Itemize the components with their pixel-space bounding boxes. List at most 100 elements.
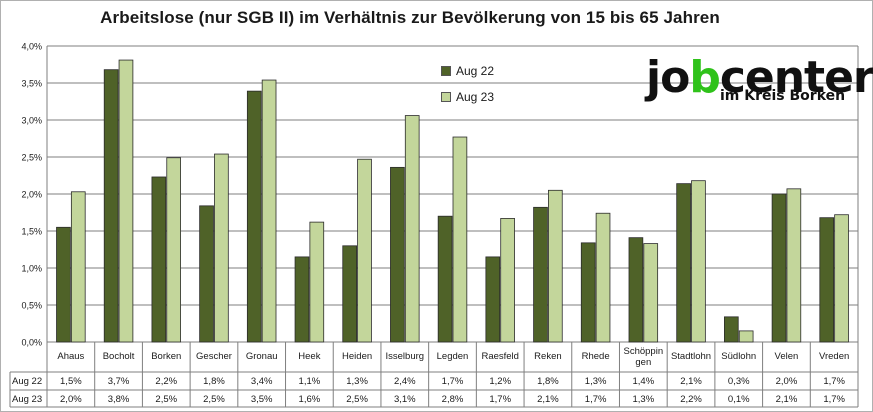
table-value: 1,7% bbox=[823, 394, 845, 405]
x-tick-label: Raesfeld bbox=[481, 351, 519, 362]
x-tick-label: gen bbox=[635, 357, 651, 368]
table-value: 3,5% bbox=[251, 394, 273, 405]
table-value: 2,2% bbox=[680, 394, 702, 405]
bar-aug-22-11 bbox=[533, 206, 548, 343]
table-series-label: Aug 23 bbox=[12, 394, 42, 405]
jobcenter-logo: jobcenter im Kreis Borken bbox=[646, 52, 873, 110]
logo-part-accent: b bbox=[689, 52, 720, 103]
bar-aug-22-2 bbox=[103, 69, 119, 343]
bar-aug-23-10 bbox=[500, 218, 515, 343]
y-tick-label: 2,5% bbox=[21, 153, 42, 163]
bar-aug-22-3 bbox=[151, 176, 167, 343]
table-value: 2,8% bbox=[442, 394, 464, 405]
x-tick-label: Velen bbox=[775, 351, 799, 362]
bar-aug-23-8 bbox=[404, 115, 420, 343]
bar-aug-23-17 bbox=[834, 214, 849, 343]
logo-part-1: jo bbox=[646, 52, 690, 103]
bar-aug-23-6 bbox=[309, 221, 325, 343]
bar-aug-22-16 bbox=[771, 193, 787, 343]
bar-aug-23-16 bbox=[786, 188, 802, 343]
table-value: 1,4% bbox=[632, 376, 654, 387]
x-tick-label: Heiden bbox=[342, 351, 372, 362]
bar-aug-22-10 bbox=[485, 256, 501, 343]
table-value: 2,5% bbox=[155, 394, 177, 405]
bar-aug-23-5 bbox=[261, 79, 277, 343]
table-value: 3,1% bbox=[394, 394, 416, 405]
table-value: 1,8% bbox=[537, 376, 559, 387]
table-series-label: Aug 22 bbox=[12, 376, 42, 387]
bar-aug-22-7 bbox=[342, 245, 357, 343]
legend-label-aug-23: Aug 23 bbox=[456, 89, 495, 104]
table-value: 1,1% bbox=[299, 376, 321, 387]
y-tick-label: 4,0% bbox=[21, 42, 42, 52]
table-value: 2,0% bbox=[776, 376, 798, 387]
table-value: 1,3% bbox=[632, 394, 654, 405]
table-value: 1,7% bbox=[442, 376, 464, 387]
x-tick-label: Gronau bbox=[246, 351, 278, 362]
chart-title: Arbeitslose (nur SGB II) im Verhältnis z… bbox=[100, 8, 720, 27]
logo-part-2: center bbox=[719, 52, 873, 103]
bar-aug-22-6 bbox=[294, 256, 310, 343]
table-value: 1,7% bbox=[489, 394, 511, 405]
bar-aug-23-12 bbox=[595, 212, 611, 343]
bar-aug-23-13 bbox=[643, 243, 659, 343]
y-tick-label: 3,5% bbox=[21, 79, 42, 89]
y-tick-label: 1,5% bbox=[21, 227, 42, 237]
table-value: 1,6% bbox=[299, 394, 321, 405]
x-tick-label: Isselburg bbox=[386, 351, 425, 362]
table-value: 1,7% bbox=[585, 394, 607, 405]
x-tick-label: Stadtlohn bbox=[671, 351, 711, 362]
x-tick-label: Vreden bbox=[819, 351, 849, 362]
table-value: 1,8% bbox=[203, 376, 225, 387]
bar-aug-23-11 bbox=[548, 189, 563, 343]
bar-aug-22-5 bbox=[246, 90, 262, 343]
bar-aug-23-15 bbox=[738, 330, 754, 343]
y-tick-label: 3,0% bbox=[21, 116, 42, 126]
x-tick-label: Borken bbox=[151, 351, 181, 362]
table-value: 1,7% bbox=[823, 376, 845, 387]
table-value: 1,3% bbox=[346, 376, 368, 387]
table-value: 1,2% bbox=[489, 376, 511, 387]
y-tick-label: 0,5% bbox=[21, 301, 42, 311]
x-tick-label: Südlohn bbox=[721, 351, 756, 362]
bar-aug-22-13 bbox=[628, 237, 644, 343]
x-tick-label: Heek bbox=[298, 351, 320, 362]
x-tick-label: Ahaus bbox=[57, 351, 84, 362]
bar-aug-22-8 bbox=[390, 166, 405, 343]
x-tick-label: Bocholt bbox=[103, 351, 135, 362]
bar-aug-22-9 bbox=[437, 215, 453, 343]
table-value: 3,8% bbox=[108, 394, 130, 405]
table-value: 3,4% bbox=[251, 376, 273, 387]
bar-aug-22-12 bbox=[580, 242, 596, 343]
x-tick-label: Legden bbox=[437, 351, 469, 362]
bar-aug-23-3 bbox=[166, 157, 181, 343]
bar-aug-23-7 bbox=[357, 158, 372, 343]
table-value: 2,0% bbox=[60, 394, 82, 405]
legend-swatch-aug-23 bbox=[441, 91, 451, 102]
table-value: 2,5% bbox=[203, 394, 225, 405]
table-value: 2,5% bbox=[346, 394, 368, 405]
table-value: 2,1% bbox=[537, 394, 559, 405]
table-value: 3,7% bbox=[108, 376, 130, 387]
x-tick-label: Gescher bbox=[196, 351, 232, 362]
table-value: 2,2% bbox=[155, 376, 177, 387]
y-tick-label: 2,0% bbox=[21, 190, 42, 200]
x-tick-label: Schöppin bbox=[624, 346, 664, 357]
table-value: 0,1% bbox=[728, 394, 750, 405]
logo-subtitle: im Kreis Borken bbox=[720, 88, 846, 104]
legend-swatch-aug-22 bbox=[441, 65, 451, 76]
table-value: 1,3% bbox=[585, 376, 607, 387]
bar-aug-22-14 bbox=[676, 183, 691, 343]
bar-aug-22-15 bbox=[724, 316, 739, 343]
legend-entry-aug-22: Aug 22 bbox=[441, 63, 494, 78]
table-value: 2,1% bbox=[680, 376, 702, 387]
bar-aug-23-2 bbox=[118, 59, 134, 343]
x-tick-label: Rhede bbox=[582, 351, 610, 362]
y-tick-label: 1,0% bbox=[21, 264, 42, 274]
bar-aug-23-4 bbox=[214, 153, 229, 343]
bar-aug-22-4 bbox=[199, 205, 214, 343]
bar-aug-23-14 bbox=[691, 180, 706, 343]
bar-aug-23-9 bbox=[452, 136, 468, 343]
bar-aug-22-1 bbox=[56, 226, 71, 343]
